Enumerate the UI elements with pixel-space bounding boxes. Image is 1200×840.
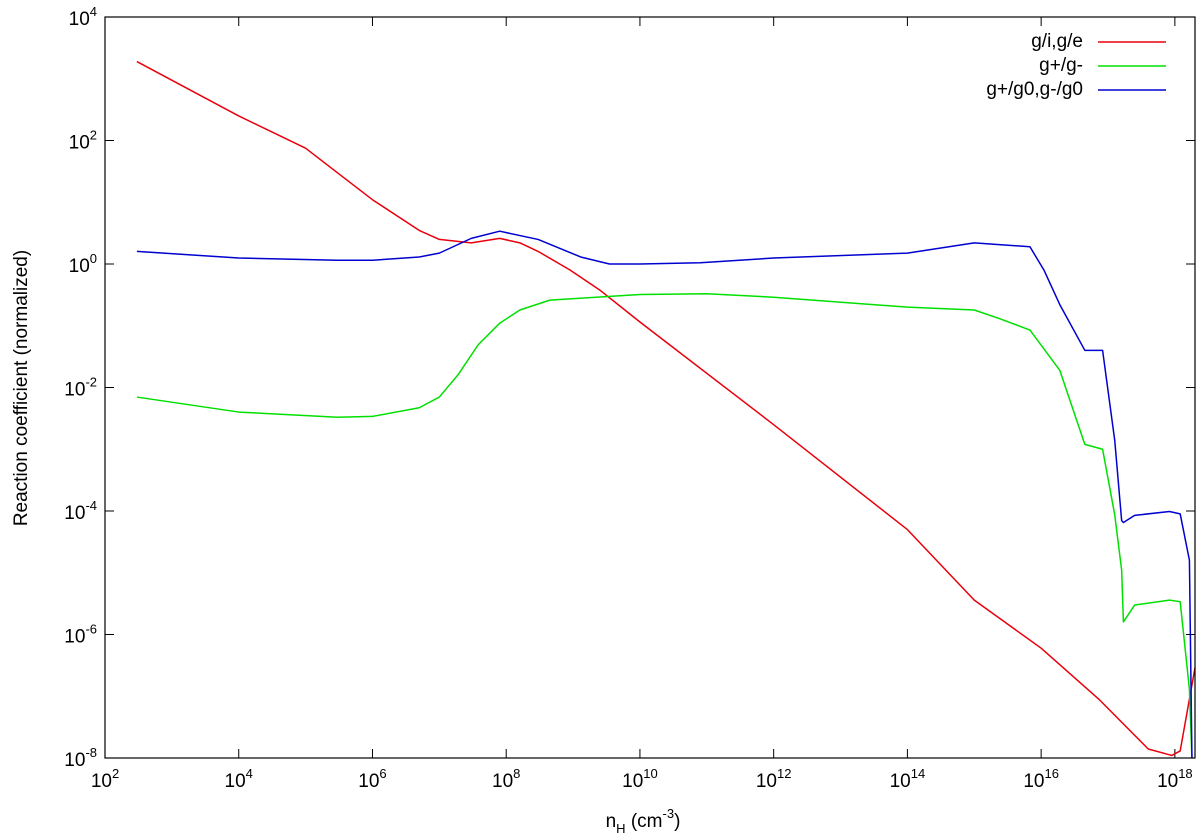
x-tick-label: 1016 — [1023, 766, 1059, 792]
legend-label: g+/g- — [1039, 55, 1083, 76]
x-tick-label: 1018 — [1157, 766, 1193, 792]
x-tick-label: 104 — [225, 766, 253, 792]
series-line — [136, 292, 1193, 759]
legend-label: g/i,g/e — [1031, 31, 1083, 52]
x-tick-label: 1010 — [622, 766, 658, 792]
y-tick-label: 100 — [69, 251, 97, 277]
x-tick-label: 1012 — [756, 766, 792, 792]
y-tick-label: 10-4 — [64, 498, 97, 524]
legend-label: g+/g0,g-/g0 — [986, 79, 1083, 100]
x-tick-label: 108 — [492, 766, 520, 792]
y-tick-label: 102 — [69, 127, 97, 153]
x-tick-label: 102 — [91, 766, 119, 792]
y-tick-label: 10-6 — [64, 621, 97, 647]
plot-frame — [104, 16, 1196, 759]
y-axis-label: Reaction coefficient (normalized) — [11, 250, 32, 526]
series-line — [136, 60, 1196, 757]
y-tick-label: 10-8 — [64, 745, 97, 771]
y-tick-label: 10-2 — [64, 374, 97, 400]
x-tick-label: 106 — [358, 766, 386, 792]
x-tick-label: 1014 — [890, 766, 926, 792]
y-tick-label: 104 — [69, 4, 97, 30]
series-line — [136, 230, 1193, 759]
x-axis-label: nH (cm-3) — [606, 806, 681, 836]
